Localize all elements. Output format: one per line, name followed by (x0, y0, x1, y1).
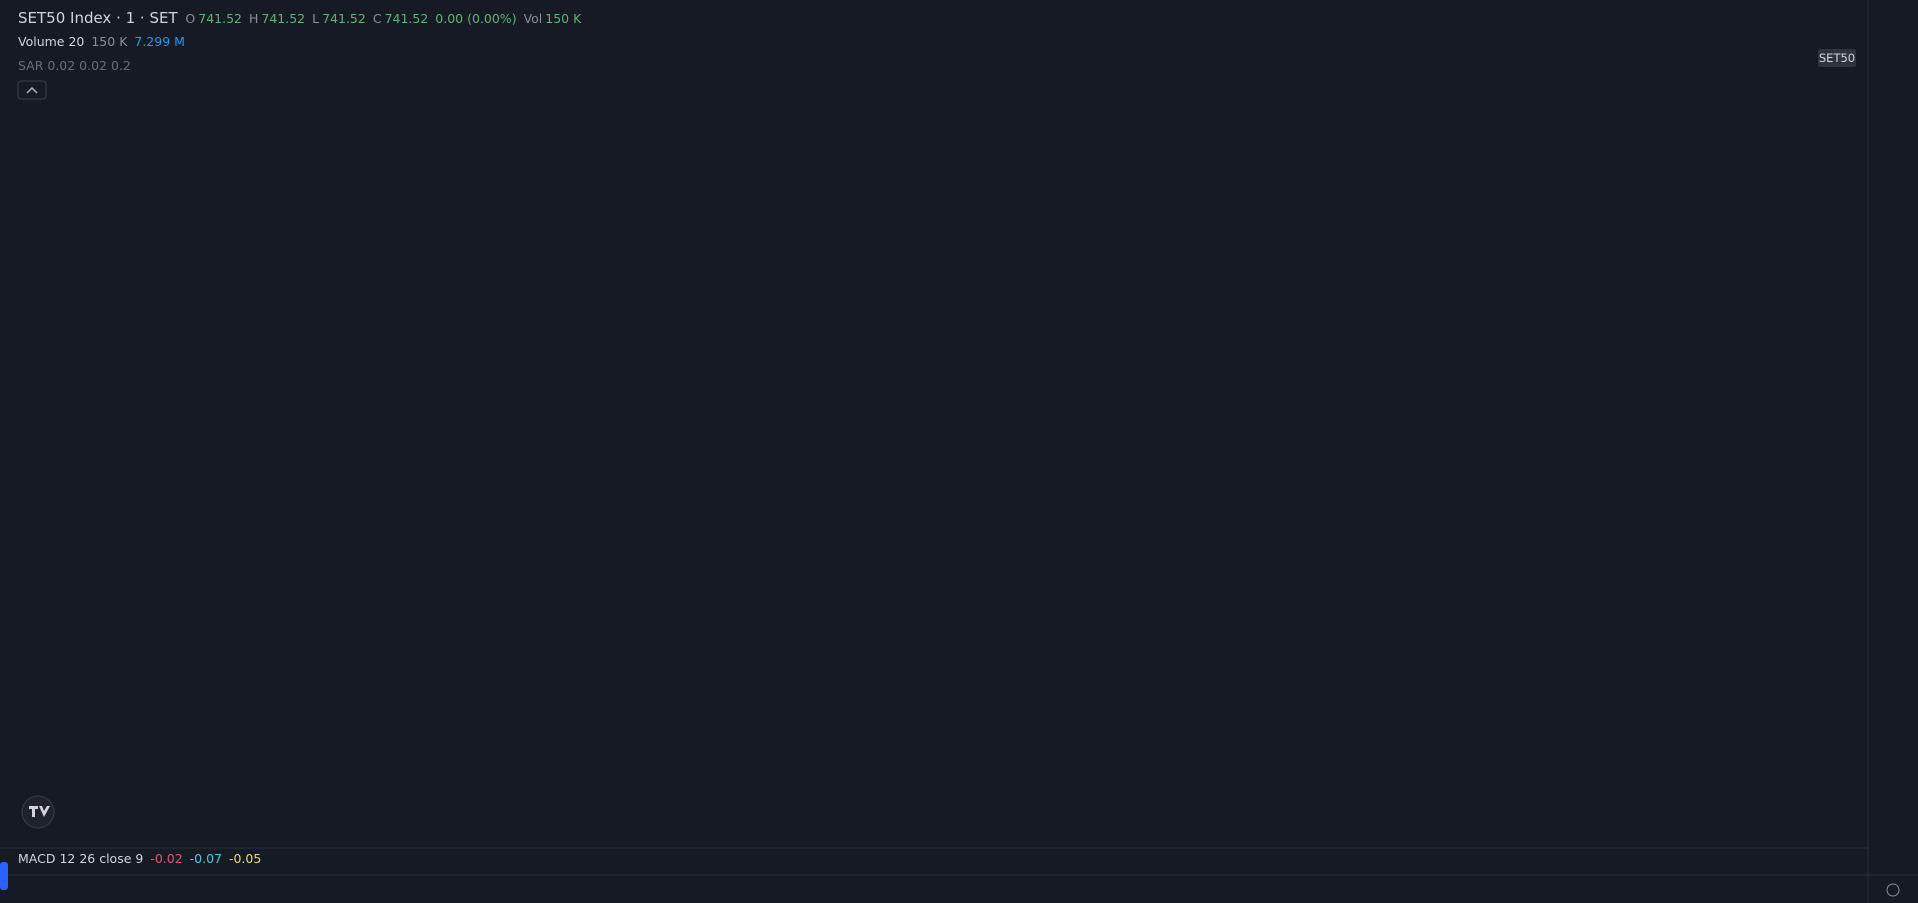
legend-low: 741.52 (322, 11, 366, 26)
legend-low-label: L (312, 11, 320, 26)
legend-high-label: H (248, 11, 259, 26)
title: SET50 Index · 1 · SET (18, 9, 178, 27)
sar-legend-text: SAR 0.02 0.02 0.2 (18, 58, 131, 73)
legend-open-label: O (185, 11, 196, 26)
collapse-button[interactable] (17, 80, 47, 100)
legend-open: 741.52 (198, 11, 242, 26)
legend-close-label: C (372, 11, 382, 26)
pane-handle[interactable] (0, 862, 8, 890)
macd-hist: -0.05 (228, 851, 262, 866)
legend-close: 741.52 (384, 11, 429, 26)
legend-vol-label: Vol (523, 11, 543, 26)
volume-legend-ma: 7.299 M (134, 34, 185, 49)
settings-button[interactable] (1886, 883, 1900, 897)
legend-change: 0.00 (0.00%) (435, 11, 517, 26)
macd-legend: MACD 12 26 close 9 -0.02 -0.07 -0.05 (18, 851, 264, 866)
sar-legend: SAR 0.02 0.02 0.2 (18, 58, 134, 73)
logo-mark (29, 806, 50, 817)
legend-vol: 150 K (545, 11, 582, 26)
volume-legend: Volume 20 150 K 7.299 M (18, 34, 188, 49)
legend-high: 741.52 (261, 11, 306, 26)
volume-legend-name: Volume 20 (18, 34, 85, 49)
volume-legend-value: 150 K (91, 34, 128, 49)
symbol-badge-bg (1818, 49, 1856, 67)
logo[interactable] (21, 795, 55, 829)
macd-legend-name: MACD 12 26 close 9 (18, 851, 144, 866)
macd-signal: -0.07 (189, 851, 222, 866)
symbol-badge: SET50 (1819, 51, 1855, 65)
collapse-icon (26, 86, 38, 94)
macd-value: -0.02 (150, 851, 183, 866)
